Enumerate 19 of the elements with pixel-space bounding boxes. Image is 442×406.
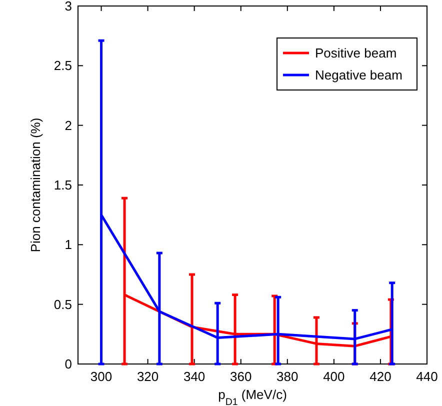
x-tick-label: 360 bbox=[230, 369, 252, 384]
y-tick-label: 1.5 bbox=[54, 178, 72, 192]
y-tick-label: 0 bbox=[64, 356, 72, 372]
x-tick-label: 400 bbox=[323, 369, 345, 384]
y-tick-label: 3 bbox=[64, 0, 72, 14]
y-tick-label: 2 bbox=[64, 118, 72, 133]
x-tick-label: 440 bbox=[416, 369, 438, 384]
y-axis-title: Pion contamination (%) bbox=[28, 118, 43, 252]
legend-label: Negative beam bbox=[315, 68, 402, 82]
x-tick-label: 380 bbox=[276, 369, 298, 384]
y-tick-label: 0.5 bbox=[54, 296, 72, 312]
y-tick-label: 2.5 bbox=[54, 58, 72, 74]
x-tick-label: 340 bbox=[183, 369, 206, 384]
y-tick-label: 1 bbox=[64, 237, 72, 252]
x-axis-title: p$_{D1}$ (MeV/c) bbox=[218, 387, 287, 406]
x-tick-label: 420 bbox=[370, 369, 392, 384]
x-tick-label: 300 bbox=[90, 369, 112, 384]
x-tick-label: 320 bbox=[136, 369, 159, 384]
legend-label: Positive beam bbox=[315, 46, 397, 60]
